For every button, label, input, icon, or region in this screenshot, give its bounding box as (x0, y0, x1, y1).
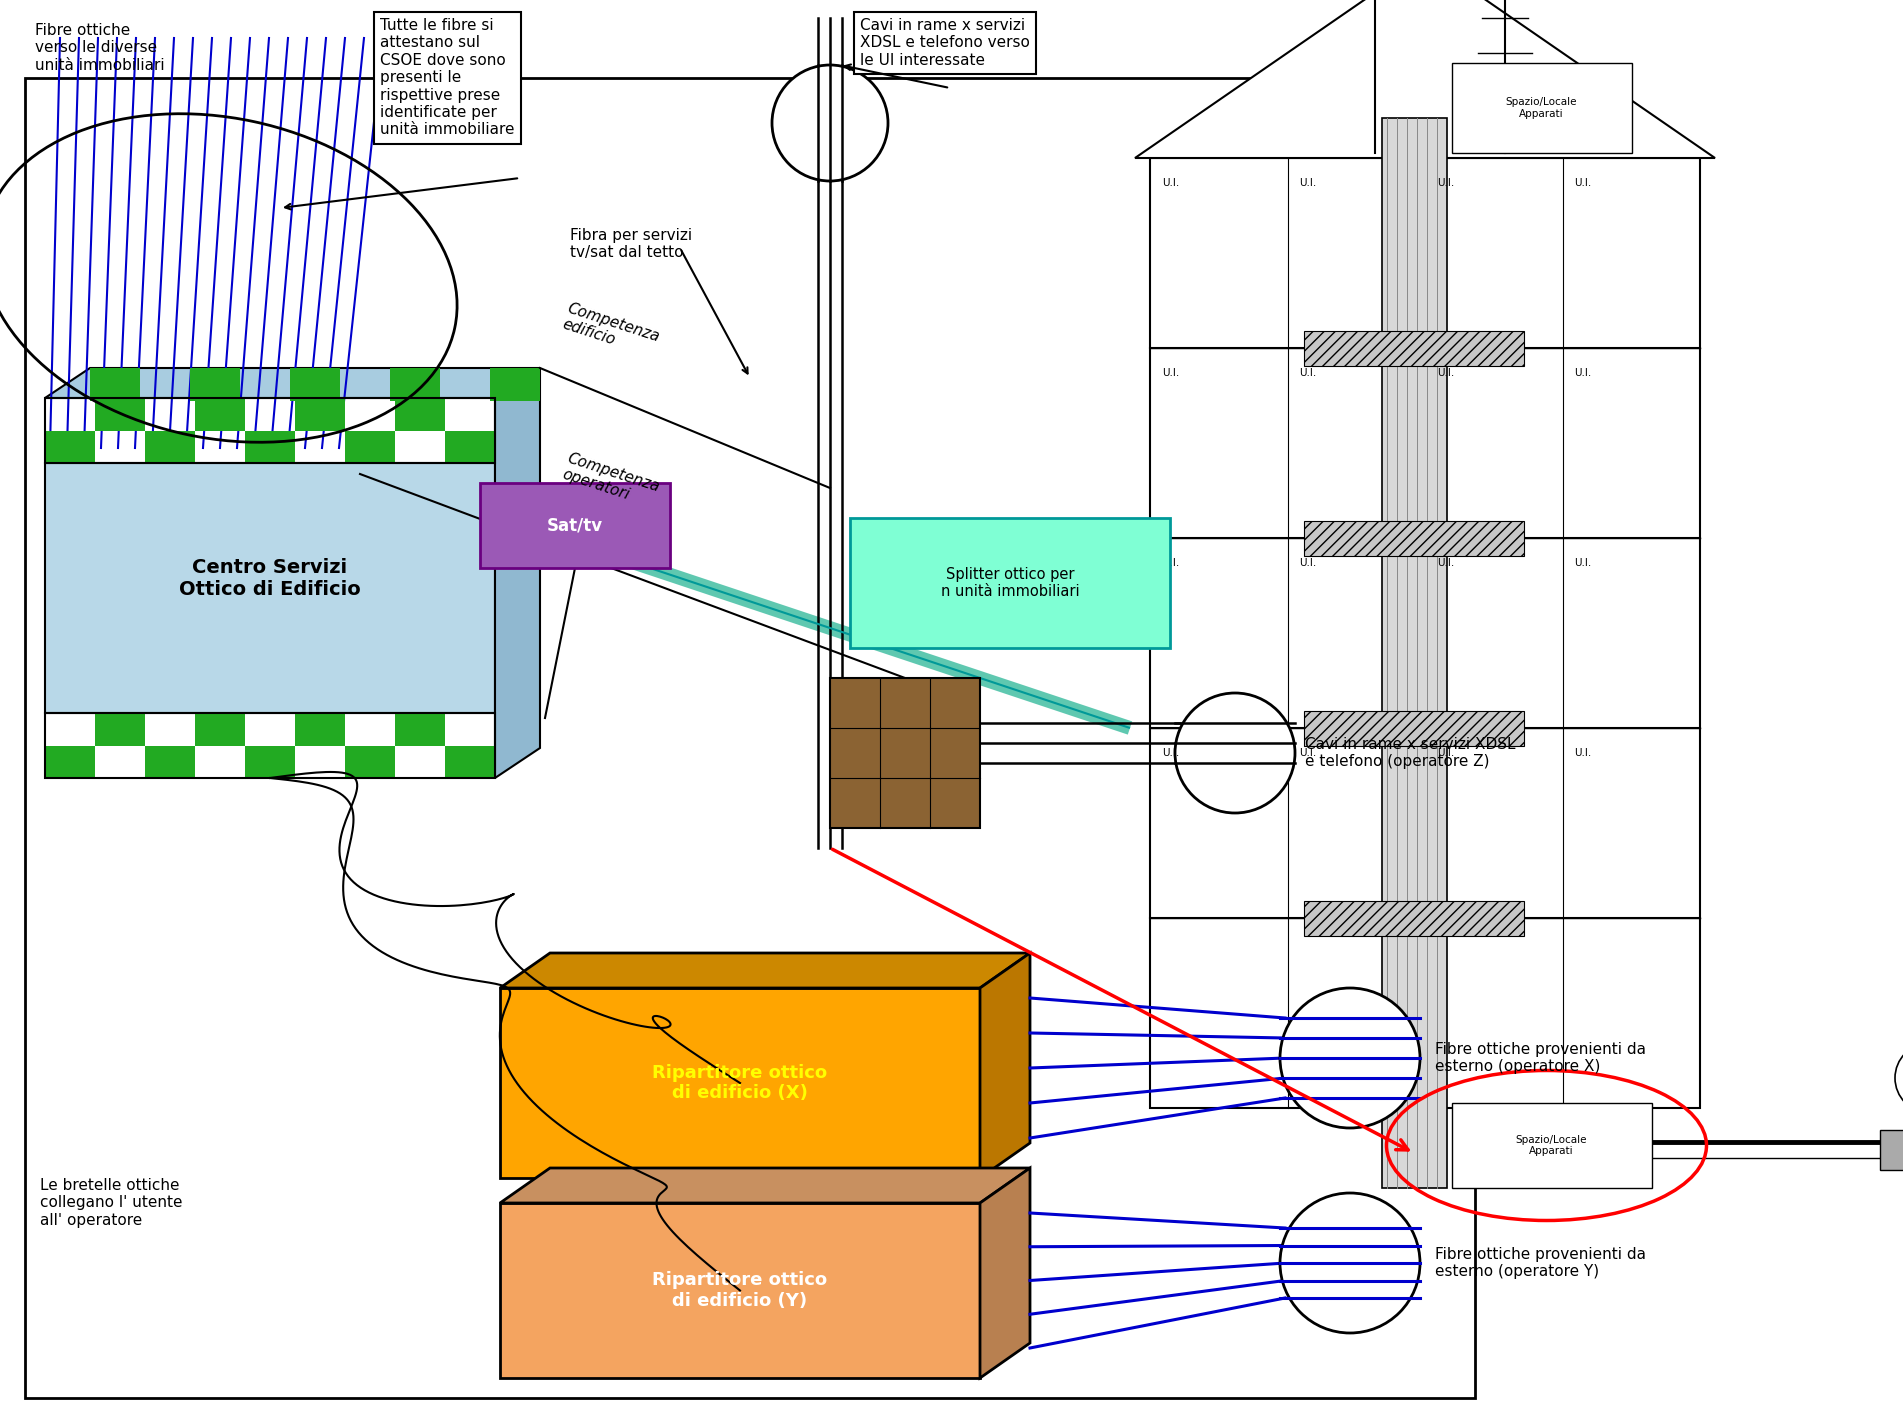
Bar (289, 368, 341, 400)
Bar (295, 398, 344, 430)
Text: Spazio/Locale
Apparati: Spazio/Locale Apparati (1517, 1135, 1587, 1157)
Text: U.I.: U.I. (1300, 368, 1317, 378)
Bar (344, 745, 396, 778)
Bar (95, 398, 145, 430)
Text: U.I.: U.I. (1437, 558, 1454, 568)
Bar (1452, 1102, 1652, 1188)
Bar (1382, 119, 1446, 1188)
Text: Competenza
operatori: Competenza operatori (559, 450, 662, 511)
Bar (851, 518, 1170, 648)
Text: U.I.: U.I. (1574, 558, 1591, 568)
Bar (1304, 520, 1524, 555)
Circle shape (1281, 988, 1420, 1128)
Bar (295, 713, 344, 745)
Bar (1304, 330, 1524, 366)
Polygon shape (500, 952, 1030, 988)
Text: U.I.: U.I. (1300, 178, 1317, 188)
Polygon shape (1134, 0, 1715, 159)
Bar (830, 678, 980, 828)
Text: Tutte le fibre si
attestano sul
CSOE dove sono
presenti le
rispettive prese
iden: Tutte le fibre si attestano sul CSOE dov… (381, 19, 514, 137)
Circle shape (1174, 693, 1296, 813)
Bar (445, 430, 495, 463)
Text: U.I.: U.I. (1437, 368, 1454, 378)
Bar (396, 398, 445, 430)
Polygon shape (980, 1168, 1030, 1378)
Bar (95, 713, 145, 745)
Bar (46, 713, 495, 778)
Polygon shape (495, 368, 540, 778)
Text: U.I.: U.I. (1437, 748, 1454, 758)
Bar (1452, 63, 1631, 153)
Text: Centro Servizi
Ottico di Edificio: Centro Servizi Ottico di Edificio (179, 557, 362, 598)
Circle shape (773, 66, 889, 181)
Text: U.I.: U.I. (1300, 558, 1317, 568)
Bar (245, 745, 295, 778)
Bar (344, 430, 396, 463)
Text: Ripartitore ottico
di edificio (Y): Ripartitore ottico di edificio (Y) (653, 1271, 828, 1309)
Bar (194, 398, 245, 430)
Bar (245, 430, 295, 463)
Text: Sat/tv: Sat/tv (546, 517, 603, 534)
Circle shape (1281, 1192, 1420, 1332)
Text: Spazio/Locale
Apparati: Spazio/Locale Apparati (1505, 97, 1578, 119)
Text: Fibre ottiche
verso le diverse
unità immobiliari: Fibre ottiche verso le diverse unità imm… (34, 23, 166, 73)
Polygon shape (500, 1202, 980, 1378)
Text: Fibre ottiche provenienti da
esterno (operatore Y): Fibre ottiche provenienti da esterno (op… (1435, 1247, 1646, 1279)
Text: Ripartitore ottico
di edificio (X): Ripartitore ottico di edificio (X) (653, 1064, 828, 1102)
Text: Fibra per servizi
tv/sat dal tetto: Fibra per servizi tv/sat dal tetto (571, 228, 693, 260)
Bar (145, 430, 194, 463)
Bar (1149, 159, 1699, 1108)
Text: U.I.: U.I. (1437, 178, 1454, 188)
Text: U.I.: U.I. (1574, 178, 1591, 188)
Bar (1304, 901, 1524, 935)
Bar (1304, 711, 1524, 745)
Text: U.I.: U.I. (1163, 558, 1180, 568)
Bar (445, 745, 495, 778)
Text: U.I.: U.I. (1163, 178, 1180, 188)
Text: Fibre ottiche provenienti da
esterno (operatore X): Fibre ottiche provenienti da esterno (op… (1435, 1042, 1646, 1074)
Text: Splitter ottico per
n unità immobiliari: Splitter ottico per n unità immobiliari (940, 567, 1079, 600)
Text: Competenza
edificio: Competenza edificio (559, 300, 662, 361)
Bar (194, 713, 245, 745)
Text: Le bretelle ottiche
collegano l' utente
all' operatore: Le bretelle ottiche collegano l' utente … (40, 1178, 183, 1228)
Bar (190, 368, 240, 400)
Polygon shape (500, 988, 980, 1178)
Bar (89, 368, 540, 400)
Text: U.I.: U.I. (1300, 748, 1317, 758)
Text: U.I.: U.I. (1163, 748, 1180, 758)
Text: U.I.: U.I. (1163, 368, 1180, 378)
Bar (46, 463, 495, 713)
Polygon shape (500, 1168, 1030, 1202)
Bar (25, 79, 1475, 1398)
Bar (396, 713, 445, 745)
Text: U.I.: U.I. (1574, 368, 1591, 378)
Bar (46, 745, 95, 778)
Bar (89, 368, 141, 400)
Bar (1880, 1130, 1903, 1170)
Text: Cavi in rame x servizi XDSL
e telefono (operatore Z): Cavi in rame x servizi XDSL e telefono (… (1305, 737, 1515, 770)
Bar (145, 745, 194, 778)
Bar (390, 368, 440, 400)
Polygon shape (980, 952, 1030, 1178)
Bar (46, 430, 95, 463)
Bar (480, 483, 670, 568)
Text: U.I.: U.I. (1574, 748, 1591, 758)
Circle shape (1895, 1042, 1903, 1112)
Text: Cavi in rame x servizi
XDSL e telefono verso
le UI interessate: Cavi in rame x servizi XDSL e telefono v… (860, 19, 1030, 67)
Polygon shape (46, 368, 540, 398)
Bar (489, 368, 540, 400)
Bar (46, 398, 495, 463)
